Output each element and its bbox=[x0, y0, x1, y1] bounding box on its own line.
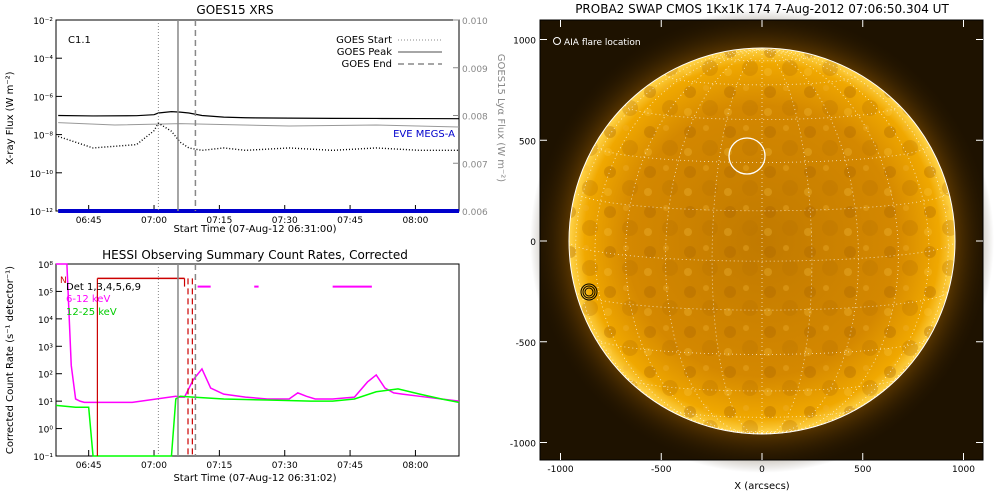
swap-x-tick-label: 0 bbox=[759, 465, 765, 475]
goes-x-tick-label: 08:00 bbox=[402, 216, 428, 226]
hessi-y-tick-label: 10³ bbox=[38, 343, 53, 353]
swap-y-tick-label: -500 bbox=[516, 339, 537, 349]
goes-x-ticks: 06:45 07:00 07:15 07:30 07:45 08:00 bbox=[76, 205, 429, 226]
hessi-source-contours bbox=[580, 283, 598, 301]
swap-x-tick-label: 1000 bbox=[952, 465, 975, 475]
goes-x-tick-label: 07:00 bbox=[141, 216, 167, 226]
hessi-legend: N Det 1,3,4,5,6,9 6-12 keV 12-25 keV bbox=[60, 276, 141, 318]
latitude-line bbox=[594, 336, 930, 355]
hessi-y-tick-label: 10² bbox=[38, 371, 53, 381]
swap-legend-symbol bbox=[553, 37, 561, 45]
goes-right-tick-label: 0.008 bbox=[462, 113, 488, 123]
aia-flare-location-marker bbox=[728, 137, 766, 175]
swap-legend-label: AIA flare location bbox=[564, 38, 641, 48]
swap-y-tick-label: 500 bbox=[519, 137, 536, 147]
goes-x-tick-label: 06:45 bbox=[76, 216, 102, 226]
goes-right-tick-label: 0.010 bbox=[462, 17, 488, 27]
latitude-line bbox=[594, 144, 930, 163]
hessi-night-marker: N bbox=[60, 276, 67, 286]
goes-x-tick-label: 07:15 bbox=[206, 216, 232, 226]
swap-title: PROBA2 SWAP CMOS 1Kx1K 174 7-Aug-2012 07… bbox=[575, 2, 949, 16]
heliographic-grid bbox=[568, 48, 956, 435]
hessi-ylabel: Corrected Count Rate (s⁻¹ detector⁻¹) bbox=[5, 266, 16, 454]
goes-right-tick-label: 0.006 bbox=[462, 208, 488, 218]
goes-left-tick-label: 10⁻⁴ bbox=[33, 55, 53, 65]
longitude-line bbox=[761, 48, 813, 435]
goes-ylabel-left: X-ray Flux (W m⁻²) bbox=[5, 71, 16, 164]
hessi-y-tick-label: 10⁸ bbox=[38, 261, 53, 271]
swap-x-tick-label: -1000 bbox=[547, 465, 573, 475]
hessi-plot-frame bbox=[55, 263, 460, 457]
goes-left-tick-label: 10⁻⁶ bbox=[33, 93, 53, 103]
hessi-x-tick-label: 07:30 bbox=[272, 461, 298, 471]
goes-legend-peak: GOES Peak bbox=[337, 47, 392, 58]
goes-x-tick-label: 07:30 bbox=[272, 216, 298, 226]
goes-ylabel-right: GOES15 Lyα Flux (W m⁻²) bbox=[495, 54, 506, 182]
swap-y-ticks: 1000 500 0 -500 -1000 bbox=[510, 37, 983, 450]
hessi-y-tick-label: 10⁵ bbox=[38, 288, 53, 298]
goes-left-tick-label: 10⁻² bbox=[33, 17, 53, 27]
hessi-x-tick-label: 07:15 bbox=[206, 461, 232, 471]
hessi-y-tick-label: 10⁰ bbox=[38, 426, 53, 436]
goes-title: GOES15 XRS bbox=[196, 3, 273, 17]
swap-y-tick-label: 0 bbox=[530, 238, 536, 248]
hessi-panel: HESSI Observing Summary Count Rates, Cor… bbox=[5, 248, 460, 484]
goes-left-tick-label: 10⁻¹² bbox=[30, 208, 54, 218]
latitude-line bbox=[568, 240, 956, 262]
goes-right-tick-label: 0.009 bbox=[462, 65, 488, 75]
goes-lya-line bbox=[58, 122, 460, 128]
goes-long-channel-line bbox=[58, 110, 460, 120]
swap-x-tick-label: -500 bbox=[651, 465, 672, 475]
hessi-data-series bbox=[55, 263, 460, 457]
goes-right-y-ticks: 0.010 0.009 0.008 0.007 0.006 bbox=[453, 17, 488, 218]
swap-x-tick-label: 500 bbox=[854, 465, 871, 475]
goes-right-tick-label: 0.007 bbox=[462, 160, 488, 170]
swap-y-tick-label: -1000 bbox=[510, 440, 536, 450]
swap-image: AIA flare location bbox=[530, 9, 994, 473]
hessi-legend-high: 12-25 keV bbox=[66, 307, 117, 318]
longitude-line bbox=[761, 48, 899, 434]
hessi-y-tick-label: 10⁻¹ bbox=[33, 453, 53, 463]
hessi-y-tick-label: 10⁴ bbox=[38, 316, 53, 326]
hessi-x-tick-label: 08:00 bbox=[402, 461, 428, 471]
hessi-y-ticks: 10⁸ 10⁵ 10⁴ 10³ 10² 10¹ 10⁰ 10⁻¹ bbox=[33, 261, 62, 463]
swap-x-ticks: -1000 -500 0 500 1000 bbox=[547, 20, 975, 475]
hessi-x-tick-label: 07:00 bbox=[141, 461, 167, 471]
hessi-legend-low: 6-12 keV bbox=[66, 294, 110, 305]
goes-time-markers bbox=[157, 20, 197, 211]
goes-data-series bbox=[57, 110, 460, 213]
hessi-12-25-kev-line bbox=[55, 388, 460, 457]
goes-panel: GOES15 XRS 10⁻² 10⁻⁴ 10⁻⁶ 10⁻⁸ 10⁻¹⁰ 10⁻¹² 0.… bbox=[5, 3, 506, 235]
goes-left-y-ticks: 10⁻² 10⁻⁴ 10⁻⁶ 10⁻⁸ 10⁻¹⁰ 10⁻¹² bbox=[30, 17, 62, 218]
goes-legend-end: GOES End bbox=[342, 59, 392, 70]
goes-legend-start: GOES Start bbox=[336, 35, 392, 46]
swap-disk-texture bbox=[569, 48, 955, 434]
hessi-x-ticks: 06:45 07:00 07:15 07:30 07:45 08:00 bbox=[76, 450, 429, 471]
swap-xlabel: X (arcsecs) bbox=[734, 481, 790, 492]
hessi-x-tick-label: 07:45 bbox=[337, 461, 363, 471]
goes-left-tick-label: 10⁻⁸ bbox=[33, 132, 53, 142]
goes-flare-class: C1.1 bbox=[68, 35, 91, 46]
latitude-line bbox=[625, 105, 899, 120]
goes-eve-label: EVE MEGS-A bbox=[393, 129, 455, 140]
longitude-line bbox=[625, 48, 763, 434]
goes-xlabel: Start Time (07-Aug-12 06:31:00) bbox=[173, 224, 336, 235]
hessi-6-12-kev-line bbox=[56, 263, 460, 404]
longitude-line bbox=[711, 48, 763, 435]
hessi-x-tick-label: 06:45 bbox=[76, 461, 102, 471]
goes-x-tick-label: 07:45 bbox=[337, 216, 363, 226]
hessi-xlabel: Start Time (07-Aug-12 06:31:02) bbox=[173, 473, 336, 484]
hessi-legend-det: Det 1,3,4,5,6,9 bbox=[66, 282, 141, 293]
swap-panel: PROBA2 SWAP CMOS 1Kx1K 174 7-Aug-2012 07… bbox=[510, 2, 994, 492]
goes-legend: GOES Start GOES Peak GOES End bbox=[336, 35, 442, 70]
swap-limb-circle bbox=[568, 47, 956, 435]
hessi-time-markers bbox=[96, 264, 197, 456]
swap-y-tick-label: 1000 bbox=[513, 37, 536, 47]
hessi-y-tick-label: 10¹ bbox=[38, 398, 53, 408]
goes-left-tick-label: 10⁻¹⁰ bbox=[30, 170, 54, 180]
hessi-title: HESSI Observing Summary Count Rates, Cor… bbox=[102, 248, 408, 262]
